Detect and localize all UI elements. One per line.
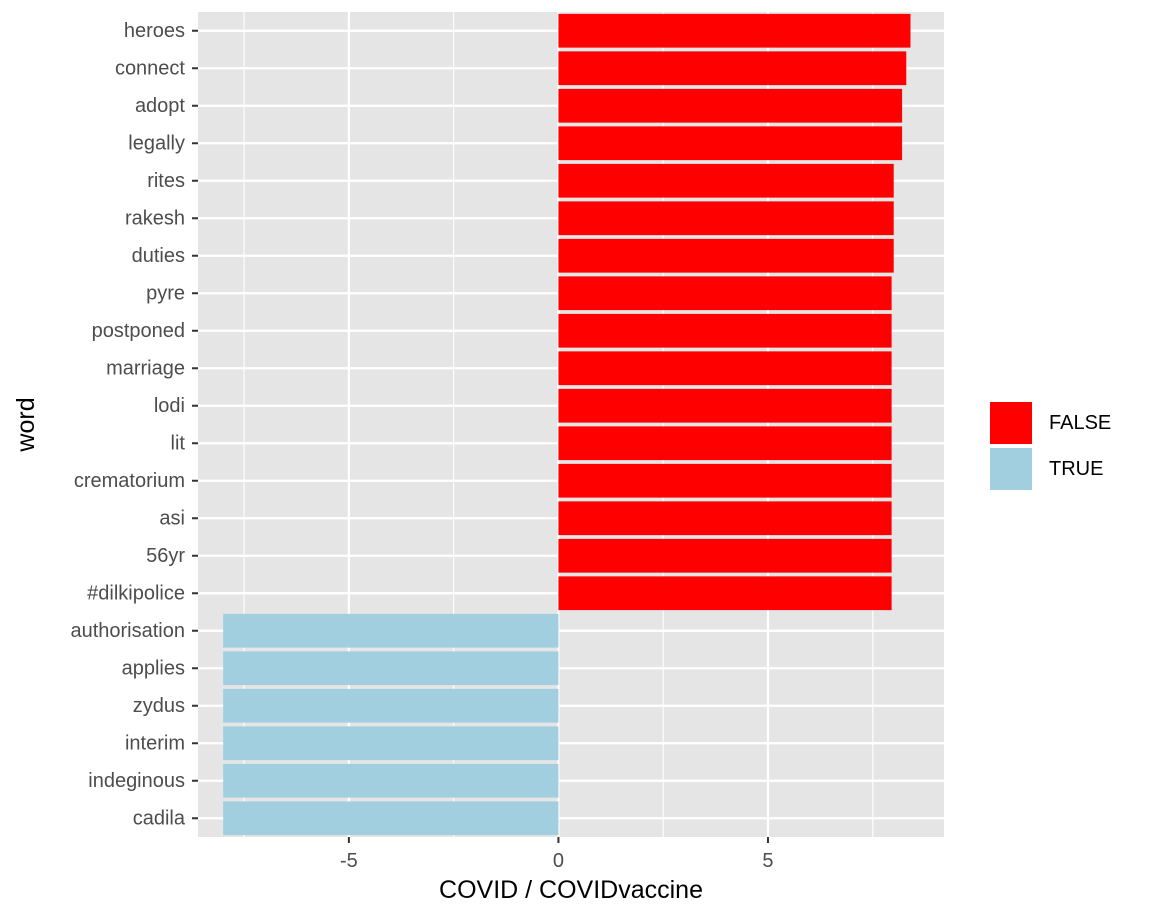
y-tick-label: duties [132,245,185,267]
bar-heroes [558,13,911,48]
bar-dilkipolice [558,576,892,611]
bar-connect [558,51,907,86]
y-tick-label: 56yr [146,545,185,567]
bar-pyre [558,276,892,311]
y-tick-label: crematorium [74,470,185,492]
bar-authorisation [223,613,559,648]
legend-key [990,448,1032,490]
y-tick-label: heroes [124,20,185,42]
bar-rakesh [558,201,894,236]
x-tick-label: 0 [553,850,564,872]
bar-asi [558,501,892,536]
bar-legally [558,126,903,161]
y-tick-label: authorisation [70,620,185,642]
y-tick-label: marriage [106,357,185,379]
bar-postponed [558,313,892,348]
bar-lit [558,426,892,461]
bar-applies [223,651,559,686]
y-tick-label: adopt [135,95,185,117]
legend: FALSE TRUE [990,402,1111,490]
legend-label: TRUE [1049,458,1103,480]
bar-crematorium [558,463,892,498]
x-tick-label: 5 [762,850,773,872]
y-tick-label: zydus [133,695,185,717]
bar-lodi [558,388,892,423]
y-tick-label: lit [171,432,186,454]
y-axis: heroes connect adopt legally rites rakesh duti… [70,20,198,829]
y-tick-label: applies [122,657,185,679]
bar-interim [223,726,559,761]
y-tick-label: interim [125,732,185,754]
y-tick-label: postponed [92,320,185,342]
y-tick-label: rakesh [125,207,185,229]
bar-indeginous [223,763,559,798]
y-tick-label: lodi [154,395,185,417]
bar-duties [558,238,894,273]
bar-marriage [558,351,892,386]
y-tick-label: cadila [133,807,186,829]
bar-cadila [223,801,559,836]
y-tick-label: connect [115,57,185,79]
x-axis: -5 0 5 [340,837,774,872]
bar-zydus [223,688,559,723]
bar-56yr [558,538,892,573]
y-tick-label: legally [128,132,185,154]
y-tick-label: asi [159,507,185,529]
y-tick-label: #dilkipolice [87,582,185,604]
y-tick-label: rites [147,170,185,192]
bar-adopt [558,88,903,123]
bars [223,13,911,836]
bar-rites [558,163,894,198]
legend-key [990,402,1032,444]
legend-label: FALSE [1049,412,1111,434]
y-tick-label: indeginous [88,770,185,792]
x-tick-label: -5 [340,850,358,872]
x-axis-title: COVID / COVIDvaccine [439,876,703,904]
y-tick-label: pyre [146,282,185,304]
y-axis-title: word [12,397,40,452]
